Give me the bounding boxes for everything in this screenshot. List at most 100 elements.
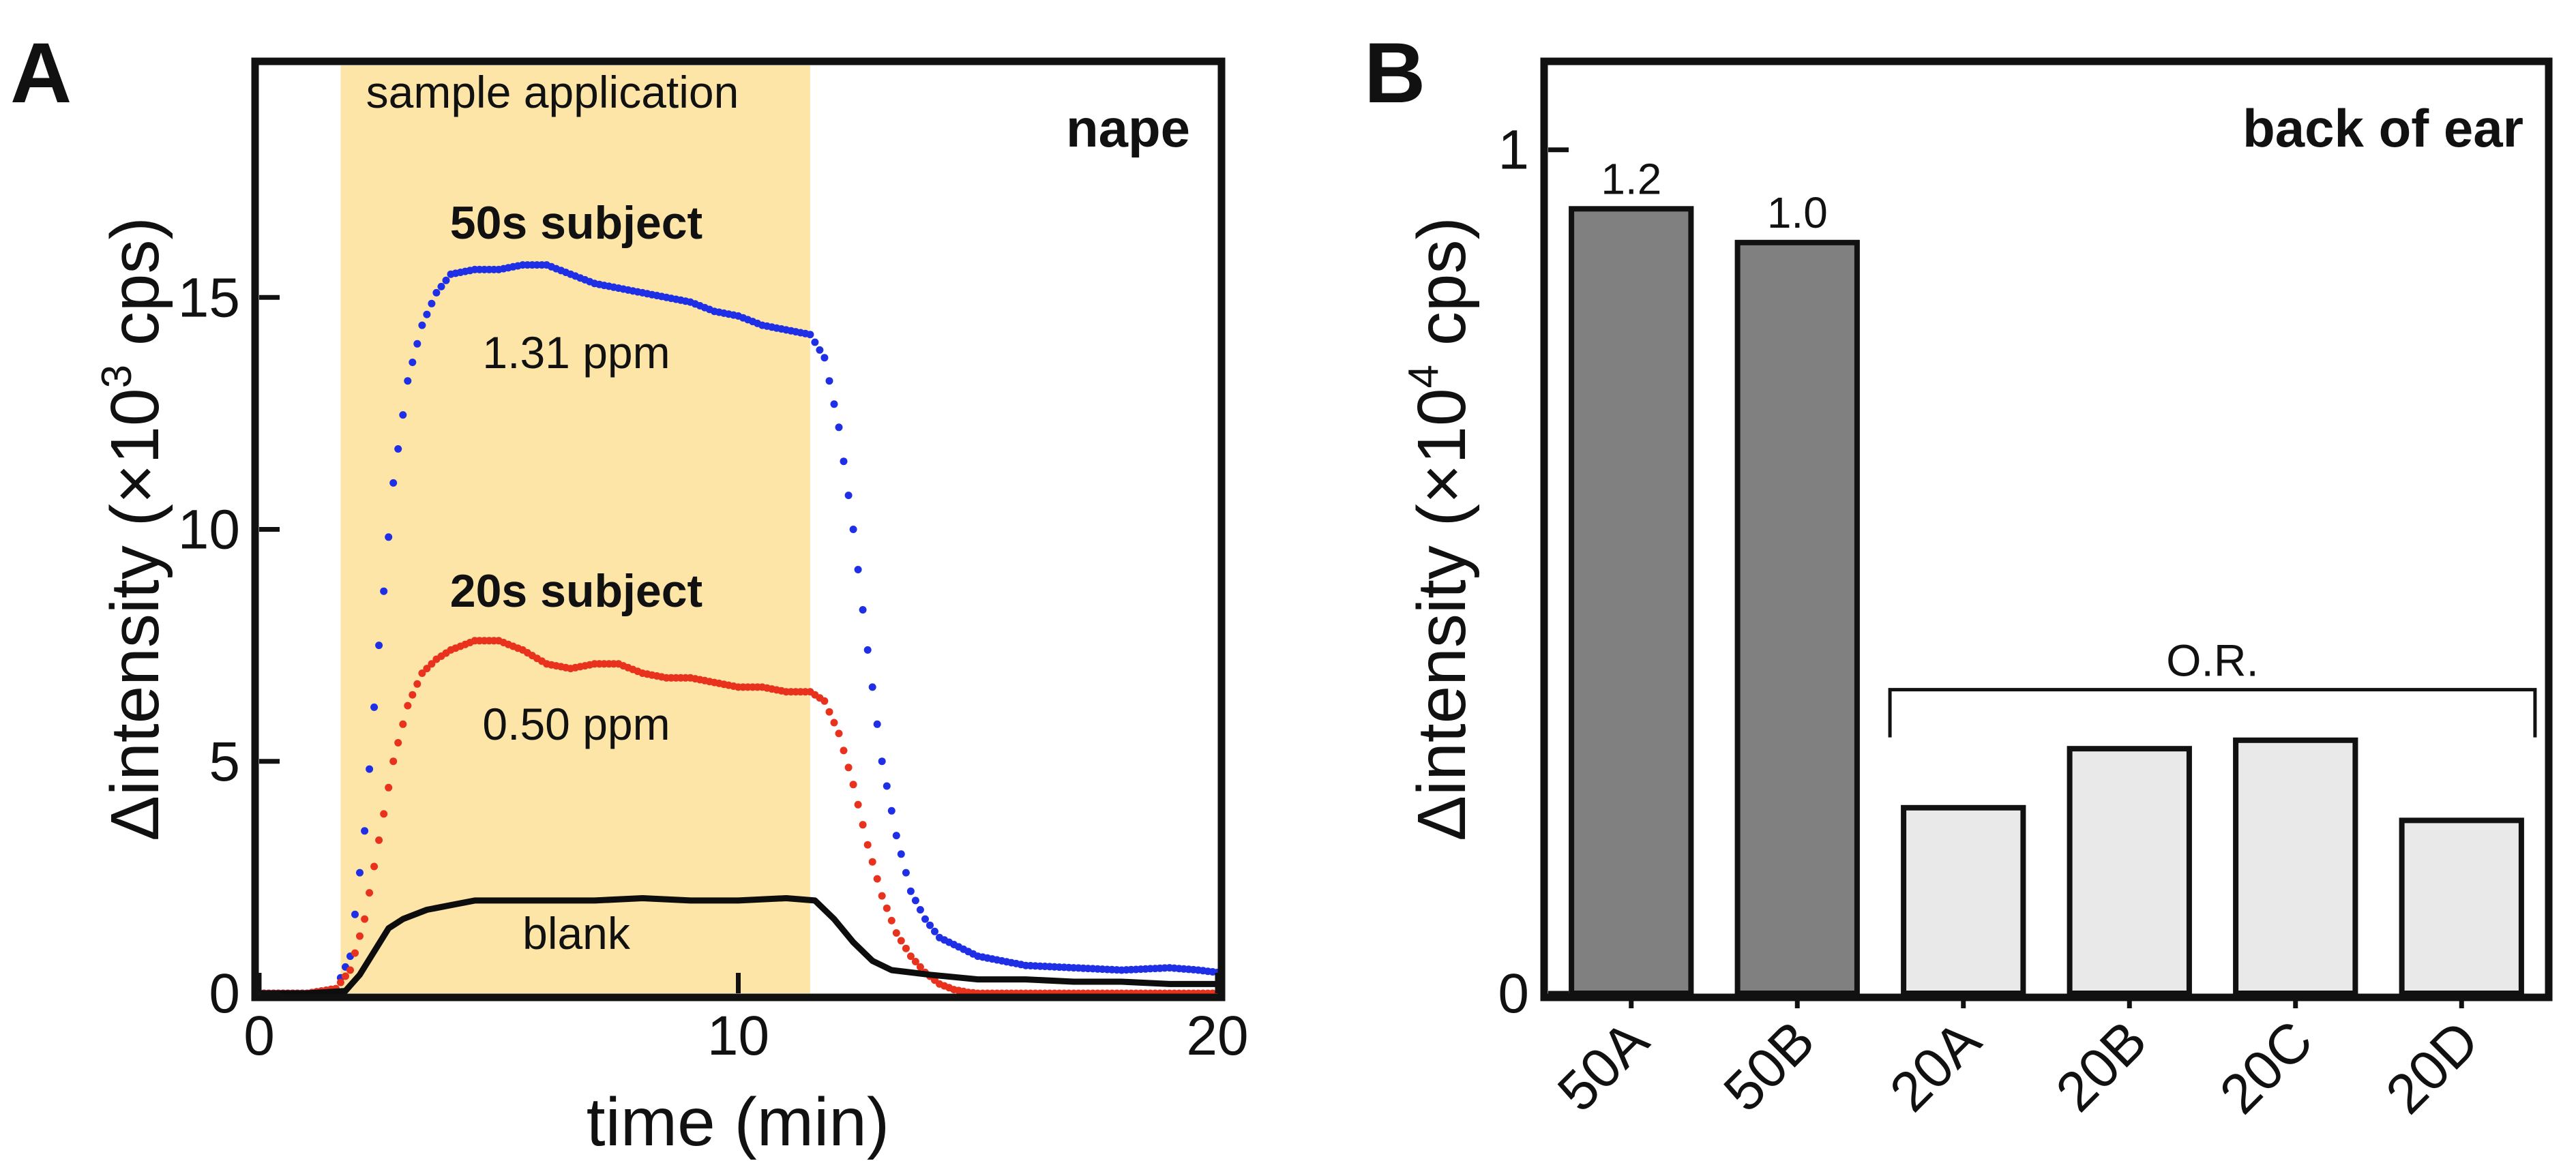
series-point [840, 747, 848, 755]
series-point [897, 937, 905, 945]
x-tick-label-20A: 20A [1878, 1009, 1993, 1124]
x-axis-ticks-a: 0 10 20 [243, 973, 1249, 1067]
y-axis-title-b: Δintensity (×104 cps) [1400, 217, 1480, 841]
y-tick-label: 5 [209, 731, 240, 793]
y-axis-title-a-main: Δintensity (×10 [97, 388, 173, 841]
plot-frame-b [1540, 57, 2553, 1001]
series-point [844, 492, 853, 500]
series-point [859, 606, 867, 614]
series-point [916, 963, 924, 971]
sample-application-region [340, 65, 810, 993]
series-point [409, 691, 417, 699]
fifty-concentration-label: 1.31 ppm [482, 327, 670, 378]
series-line [259, 895, 1217, 997]
series-point [906, 952, 915, 961]
series-point [346, 966, 354, 974]
series-point [409, 359, 417, 366]
y-tick-label: 0 [209, 963, 240, 1025]
series-point [437, 282, 445, 290]
series-point [825, 708, 833, 716]
bar-50A [1569, 206, 1694, 996]
blank-series-label: blank [522, 908, 631, 959]
series-point [863, 646, 872, 654]
panel-letter-a: A [10, 26, 72, 121]
series-point [399, 411, 407, 419]
series-point [366, 889, 374, 897]
bar-value-label: 1.0 [1767, 188, 1828, 237]
twenty-concentration-label: 0.50 ppm [482, 699, 670, 749]
series-point [854, 566, 862, 573]
series-point [413, 340, 421, 348]
series-point [370, 862, 379, 871]
series-point [423, 310, 431, 318]
series-point [385, 533, 393, 541]
series-point [336, 978, 344, 986]
series-point [906, 887, 915, 895]
series-point [418, 669, 426, 677]
bar-20C [2233, 737, 2358, 997]
bar-20B [2067, 746, 2192, 996]
y-axis-ticks-b: 01 [1498, 119, 1569, 1025]
series-point [878, 757, 886, 766]
y-tick-label: 10 [178, 499, 240, 561]
or-bracket [1888, 688, 2537, 738]
bar-50B [1734, 239, 1860, 996]
series-point [835, 423, 843, 432]
x-tick-label: 20 [1186, 1005, 1248, 1067]
series-point [911, 958, 919, 965]
bar-group: 1.2 1.0 [1569, 154, 2524, 997]
y-axis-title-a-sup: 3 [93, 365, 140, 388]
series-point [442, 276, 450, 284]
series-point [418, 321, 426, 329]
series-point [926, 921, 934, 929]
series-point [854, 800, 862, 809]
series-point [887, 916, 895, 924]
series-point [887, 806, 895, 815]
series-point [375, 836, 383, 844]
series-point [820, 354, 829, 362]
series-point [892, 832, 900, 840]
series-point [394, 445, 402, 453]
series-point [892, 929, 900, 937]
series-point [404, 377, 412, 385]
series-point [902, 869, 910, 877]
series-point [859, 821, 867, 829]
x-tick-label-20B: 20B [2044, 1009, 2159, 1124]
series-point [825, 377, 833, 385]
bar-value-label: 1.2 [1601, 154, 1661, 203]
series-point [356, 932, 364, 940]
series-point [868, 683, 876, 691]
series-point [385, 783, 393, 791]
x-axis-ticks-b: 50A 50B 20A 20B 20C 20D [1546, 993, 2491, 1126]
x-tick-label: 10 [707, 1005, 769, 1067]
x-tick-label-20C: 20C [2208, 1009, 2325, 1126]
x-tick-label: 0 [243, 1005, 275, 1067]
series-point [370, 703, 379, 711]
or-bracket-label: O.R. [2166, 635, 2259, 686]
y-axis-title-a-tail: cps) [97, 217, 173, 365]
series-point [868, 858, 876, 866]
series-point [883, 904, 891, 912]
y-axis-title-b-sup: 4 [1400, 365, 1447, 388]
y-tick-label: 0 [1498, 963, 1529, 1025]
series-point [811, 338, 819, 346]
bar-20A [1901, 804, 2026, 997]
sample-application-label: sample application [366, 67, 739, 117]
series-point [897, 850, 905, 858]
series-point [366, 765, 374, 773]
x-tick-label-50B: 50B [1712, 1009, 1826, 1124]
series-point [432, 288, 441, 297]
series-point [873, 720, 881, 728]
series-point [806, 331, 814, 339]
series-point [921, 915, 929, 923]
panel-a: A sample application 0 5 10 15 0 10 20 nape 5… [10, 26, 1249, 1160]
series-point [911, 896, 919, 905]
series-point [883, 782, 891, 790]
panel-b: B 1.21.0 01 50A 50B 20A 20B 20C 20D O.R. back… [1364, 26, 2553, 1126]
series-point [844, 764, 853, 772]
series-point [380, 810, 388, 818]
panel-a-title: nape [1066, 98, 1190, 158]
series-point [375, 642, 383, 650]
y-axis-title-a: Δintensity (×103 cps) [93, 217, 173, 841]
